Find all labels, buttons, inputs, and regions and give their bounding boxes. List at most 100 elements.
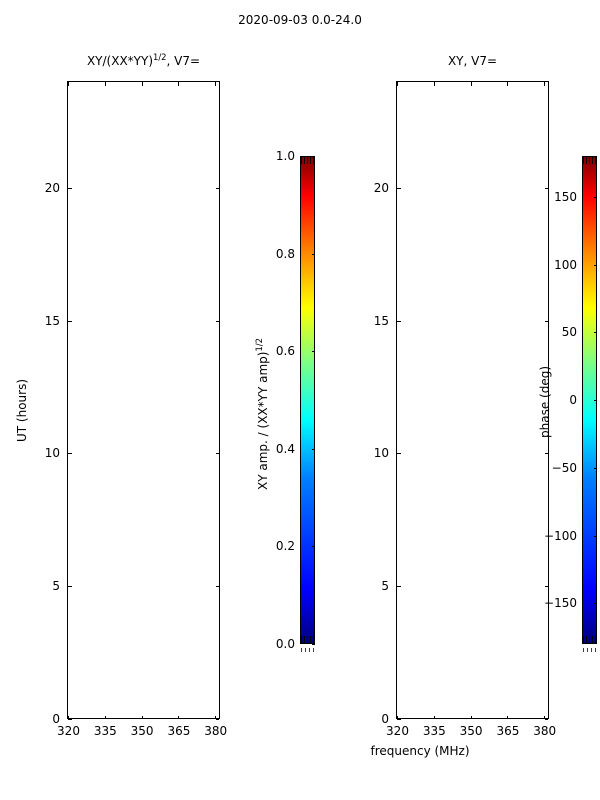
ytick-phase-0 xyxy=(397,719,401,720)
ytick-amplitude-5 xyxy=(68,586,72,587)
xticklabel-amplitude-380: 380 xyxy=(204,724,228,738)
xticklabel-amplitude-350: 350 xyxy=(130,724,154,738)
colorbar-under-marker-phase xyxy=(583,636,596,643)
ytick-right-phase-0 xyxy=(544,719,548,720)
cbar-tick-phase-0 xyxy=(593,400,597,401)
cbar-ticklabel-phase-neg100: −100 xyxy=(544,528,577,543)
panel-title-amplitude-ratio: XY/(XX*YY)1/2, V7= xyxy=(86,52,201,68)
cbar-ticklabel-amplitude-0.4: 0.4 xyxy=(275,441,295,456)
cbar-ticklabel-amplitude-0.0: 0.0 xyxy=(275,637,295,651)
ytick-right-phase-15 xyxy=(544,321,548,322)
ytick-right-phase-20 xyxy=(544,188,548,189)
cbar-tick-amplitude-0.6 xyxy=(311,351,315,353)
colorbar-amplitude-ratio[interactable] xyxy=(300,156,315,644)
yticklabel-phase-0: 0 xyxy=(381,712,389,726)
cbar-ticklabel-phase-150: 150 xyxy=(554,189,577,204)
cbar-tick-amplitude-0.2 xyxy=(311,546,315,548)
ytick-amplitude-20 xyxy=(68,188,72,189)
cbar-tick-phase-neg50 xyxy=(593,467,597,469)
plot-area-phase[interactable] xyxy=(396,81,549,719)
ytick-right-amplitude-0 xyxy=(215,719,219,720)
colorbar-label-amplitude-ratio: XY amp. / (XX*YY amp)1/2 xyxy=(254,338,270,490)
xtick-top-amplitude-365 xyxy=(178,82,180,86)
cbar-tick-amplitude-0.0 xyxy=(311,644,315,645)
panel-title-phase: XY, V7= xyxy=(447,54,498,68)
yticklabel-phase-20: 20 xyxy=(373,181,389,195)
xtick-top-amplitude-320 xyxy=(68,82,69,86)
cbar-ticklabel-amplitude-0.2: 0.2 xyxy=(275,539,295,554)
yticklabel-amplitude-5: 5 xyxy=(52,579,60,593)
ytick-right-amplitude-20 xyxy=(215,188,219,189)
colorbar-label-phase: phase (deg) xyxy=(538,365,552,438)
cbar-tick-phase-150 xyxy=(593,196,597,198)
xticklabel-amplitude-335: 335 xyxy=(93,724,117,738)
colorbar-under-marker-amplitude xyxy=(301,636,314,643)
xtick-phase-320 xyxy=(397,715,398,719)
xtick-amplitude-365 xyxy=(178,715,180,719)
xtick-top-amplitude-335 xyxy=(104,82,106,86)
xtick-top-phase-365 xyxy=(507,82,509,86)
cbar-tick-phase-100 xyxy=(593,264,597,266)
cbar-tick-amplitude-0.8 xyxy=(311,253,315,255)
xtick-phase-350 xyxy=(470,715,472,719)
yaxis-label-ut-hours: UT (hours) xyxy=(15,378,29,442)
ytick-phase-5 xyxy=(397,586,401,587)
xtick-top-phase-350 xyxy=(470,82,472,86)
cbar-ticklabel-amplitude-0.6: 0.6 xyxy=(275,344,295,359)
ytick-right-phase-5 xyxy=(544,586,548,587)
cbar-ticklabel-amplitude-0.8: 0.8 xyxy=(275,246,295,261)
ytick-right-phase-10 xyxy=(544,453,548,454)
cbar-ticklabel-phase-neg50: −50 xyxy=(551,460,577,475)
ytick-phase-15 xyxy=(397,321,401,322)
yticklabel-amplitude-10: 10 xyxy=(44,446,60,460)
xtick-top-amplitude-350 xyxy=(141,82,143,86)
xticklabel-amplitude-320: 320 xyxy=(57,724,80,738)
colorbar-over-marker-amplitude xyxy=(301,157,314,164)
ytick-phase-20 xyxy=(397,188,401,189)
xtick-phase-335 xyxy=(433,715,435,719)
xtick-top-phase-320 xyxy=(397,82,398,86)
yticklabel-phase-10: 10 xyxy=(373,446,389,460)
xaxis-label-frequency: frequency (MHz) xyxy=(370,744,470,758)
xticklabel-amplitude-365: 365 xyxy=(167,724,191,738)
cbar-tick-phase-50 xyxy=(593,332,597,334)
xtick-amplitude-335 xyxy=(104,715,106,719)
figure-suptitle: 2020-09-03 0.0-24.0 xyxy=(238,13,362,27)
yticklabel-amplitude-0: 0 xyxy=(52,712,60,726)
xticklabel-phase-350: 350 xyxy=(459,724,483,738)
yticklabel-amplitude-20: 20 xyxy=(44,181,60,195)
xtick-phase-365 xyxy=(507,715,509,719)
ytick-amplitude-10 xyxy=(68,453,72,454)
ytick-right-amplitude-5 xyxy=(215,586,219,587)
cbar-ticklabel-phase-0: 0 xyxy=(569,393,577,407)
xticklabel-phase-320: 320 xyxy=(386,724,409,738)
cbar-ticklabel-amplitude-1.0: 1.0 xyxy=(275,149,295,163)
cbar-tick-amplitude-0.4 xyxy=(311,448,315,450)
cbar-ticklabel-phase-neg150: −150 xyxy=(544,596,577,611)
yticklabel-phase-15: 15 xyxy=(373,314,389,328)
xtick-top-phase-380 xyxy=(544,82,546,86)
xticklabel-phase-380: 380 xyxy=(533,724,557,738)
xtick-amplitude-350 xyxy=(141,715,143,719)
yticklabel-amplitude-15: 15 xyxy=(44,314,60,328)
yticklabel-phase-5: 5 xyxy=(381,579,389,593)
xtick-phase-380 xyxy=(544,715,546,719)
ytick-phase-10 xyxy=(397,453,401,454)
xtick-amplitude-380 xyxy=(215,715,217,719)
cbar-ticklabel-phase-100: 100 xyxy=(554,257,577,272)
colorbar-over-marker-phase xyxy=(583,157,596,164)
cbar-tick-phase-neg100 xyxy=(593,535,597,537)
xtick-top-phase-335 xyxy=(433,82,435,86)
ytick-amplitude-15 xyxy=(68,321,72,322)
colorbar-extend-dots-phase xyxy=(583,648,596,652)
cbar-tick-amplitude-1.0 xyxy=(311,156,315,157)
xtick-amplitude-320 xyxy=(68,715,69,719)
xtick-top-amplitude-380 xyxy=(215,82,217,86)
cbar-tick-phase-neg150 xyxy=(593,603,597,605)
plot-area-amplitude-ratio[interactable] xyxy=(67,81,220,719)
cbar-ticklabel-phase-50: 50 xyxy=(561,325,577,340)
xticklabel-phase-335: 335 xyxy=(422,724,446,738)
ytick-right-amplitude-10 xyxy=(215,453,219,454)
ytick-right-amplitude-15 xyxy=(215,321,219,322)
